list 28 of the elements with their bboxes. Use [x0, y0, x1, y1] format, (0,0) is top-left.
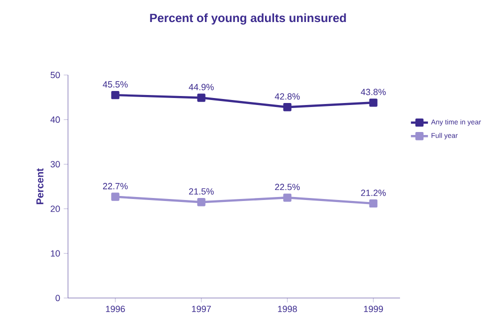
y-tick-label: 0: [56, 294, 60, 302]
point: [197, 198, 206, 206]
x-tick-label: 1998: [278, 306, 297, 312]
data-label: 42.8%: [274, 93, 300, 100]
y-tick-label: 20: [50, 206, 60, 212]
x-tick-label: 1996: [106, 306, 125, 312]
point: [111, 192, 120, 201]
point: [283, 103, 292, 112]
x-tick-label: 1999: [364, 306, 383, 312]
point: [111, 90, 120, 100]
data-label: 22.5%: [275, 184, 300, 190]
data-label: 45.5%: [102, 81, 128, 88]
point: [197, 94, 206, 102]
point: [283, 194, 292, 202]
y-axis-title: Percent: [36, 168, 44, 204]
data-label: 44.9%: [188, 84, 214, 90]
data-label: 22.7%: [103, 182, 128, 190]
chart-title: Percent of young adults uninsured: [150, 13, 346, 25]
data-label: 21.5%: [189, 188, 214, 195]
data-label: 43.8%: [360, 88, 386, 96]
y-tick-label: 50: [50, 72, 60, 78]
y-tick-label: 30: [50, 161, 60, 168]
x-tick-label: 1997: [192, 306, 211, 312]
y-tick-label: 40: [50, 116, 60, 123]
y-tick-label: 10: [50, 250, 60, 257]
point: [369, 98, 378, 107]
data-label: 21.2%: [361, 190, 386, 196]
point: [369, 199, 378, 208]
